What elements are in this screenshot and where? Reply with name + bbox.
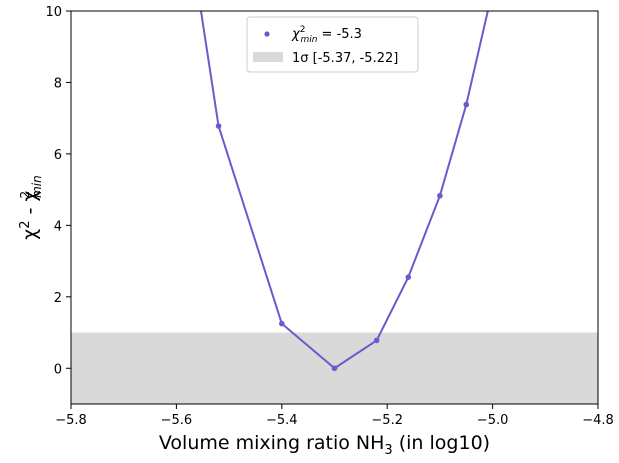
x-axis-ticks: −5.8 −5.6 −5.4 −5.2 −5.0 −4.8 <box>55 404 614 428</box>
y-tick-label: 10 <box>45 5 62 20</box>
legend-label-chi-min: χ2 min = -5.3 <box>291 25 362 45</box>
x-axis-label-main: Volume mixing ratio NH <box>159 432 385 454</box>
legend: χ2 min = -5.3 1σ [-5.37, -5.22] <box>246 16 419 73</box>
y-tick-label: 0 <box>54 362 62 377</box>
y-axis-label-superscript: 2 <box>18 220 33 228</box>
data-point <box>437 192 443 199</box>
y-tick-label: 8 <box>54 76 62 91</box>
legend-label-sigma: 1σ [-5.37, -5.22] <box>292 51 398 66</box>
marker-layer <box>215 101 470 372</box>
y-axis-label-min-superscript: 2 <box>18 191 32 199</box>
legend-chi-value: = -5.3 <box>317 27 362 42</box>
legend-marker-chi-min <box>264 31 270 37</box>
y-axis-label: χ2 - χ2min <box>18 175 44 239</box>
x-tick-label: −5.6 <box>161 413 193 428</box>
x-axis-label: Volume mixing ratio NH3 (in log10) <box>159 432 490 458</box>
data-point <box>331 365 338 372</box>
data-point <box>405 274 412 280</box>
legend-box <box>246 16 419 73</box>
x-tick-label: −5.8 <box>55 413 87 428</box>
y-axis-ticks: 0 2 4 6 8 10 <box>45 5 71 377</box>
data-point <box>373 337 380 344</box>
plot-frame <box>70 10 599 405</box>
legend-sigma-range: [-5.37, -5.22] <box>309 51 399 66</box>
legend-sigma-symbol: 1σ <box>292 51 309 66</box>
y-tick-label: 2 <box>54 291 62 306</box>
y-axis-label-chi-min: - χ <box>19 191 41 221</box>
x-axis-label-subscript: 3 <box>384 443 392 458</box>
legend-chi-symbol: χ <box>291 27 301 42</box>
y-tick-label: 6 <box>54 148 62 163</box>
y-tick-label: 4 <box>54 219 62 234</box>
legend-chi-superscript: 2 <box>300 25 306 35</box>
x-tick-label: −5.0 <box>477 413 509 428</box>
data-point <box>463 101 470 108</box>
legend-chi-subscript: min <box>300 35 317 45</box>
y-axis-label-chi: χ <box>19 229 41 240</box>
data-point <box>279 320 285 327</box>
x-tick-label: −5.2 <box>371 413 403 428</box>
data-point <box>215 123 222 129</box>
x-axis-label-suffix: (in log10) <box>393 432 490 454</box>
x-tick-label: −5.4 <box>266 413 298 428</box>
legend-patch-sigma <box>253 52 283 62</box>
y-axis-label-min-subscript: min <box>30 175 44 198</box>
x-tick-label: −4.8 <box>582 413 614 428</box>
